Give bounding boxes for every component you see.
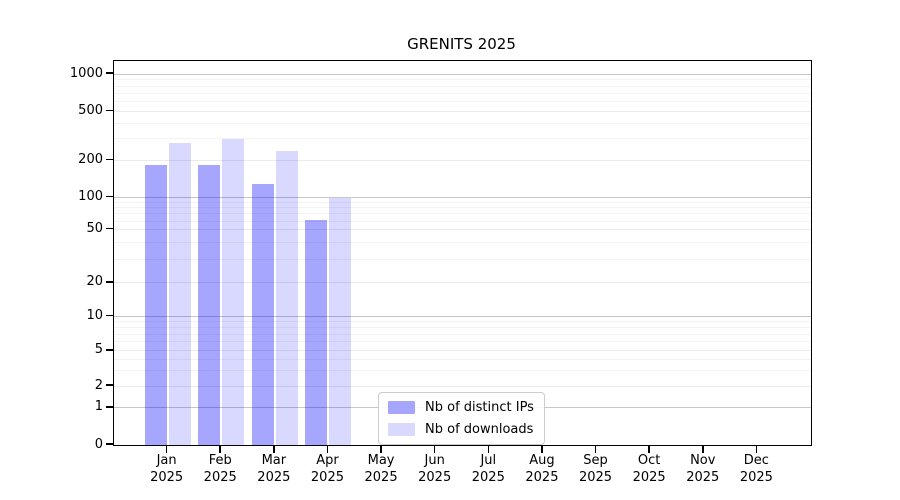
major-gridline	[114, 159, 811, 161]
x-axis-tick-label: Nov 2025	[686, 453, 720, 485]
x-tick-mark	[219, 446, 221, 453]
bar-distinct-ips	[251, 183, 274, 445]
y-tick-mark	[106, 443, 113, 445]
major-gridline	[114, 282, 811, 284]
x-tick-mark	[487, 446, 490, 453]
y-tick-mark	[106, 72, 113, 74]
x-axis-tick-label: Oct 2025	[632, 453, 666, 485]
y-tick-mark	[106, 406, 113, 408]
legend-swatch	[388, 423, 415, 436]
y-axis-tick-label: 50	[86, 220, 103, 236]
minor-gridline	[114, 201, 811, 203]
bar-downloads	[329, 197, 352, 445]
y-tick-mark	[106, 281, 113, 283]
legend-label: Nb of distinct IPs	[425, 400, 534, 415]
plot-canvas	[114, 61, 811, 445]
plot-area	[113, 60, 812, 446]
bar-downloads	[275, 150, 298, 445]
minor-gridline	[114, 258, 811, 260]
minor-gridline	[114, 242, 811, 244]
major-gridline	[114, 228, 811, 230]
legend-item: Nb of distinct IPs	[388, 398, 534, 417]
y-axis-tick-label: 2	[94, 377, 103, 393]
minor-gridline	[114, 327, 811, 329]
minor-gridline	[114, 92, 811, 94]
x-tick-mark	[326, 446, 329, 453]
y-axis-tick-label: 500	[78, 102, 103, 118]
legend: Nb of distinct IPs Nb of downloads	[378, 392, 545, 445]
x-axis-tick-label: Jan 2025	[150, 453, 184, 485]
legend-swatch	[388, 401, 415, 414]
minor-gridline	[114, 321, 811, 323]
decade-gridline	[114, 73, 811, 75]
bar-distinct-ips	[305, 219, 328, 445]
minor-gridline	[114, 220, 811, 222]
x-tick-mark	[165, 446, 168, 453]
minor-gridline	[114, 122, 811, 124]
x-tick-mark	[433, 446, 436, 453]
x-tick-mark	[380, 446, 382, 453]
x-axis-tick-label: Jul 2025	[471, 453, 505, 485]
minor-gridline	[114, 213, 811, 215]
y-axis-tick-label: 1000	[69, 65, 103, 81]
y-tick-mark	[106, 227, 113, 230]
y-tick-mark	[106, 158, 113, 161]
decade-gridline	[114, 197, 811, 198]
y-tick-mark	[106, 384, 113, 386]
bar-distinct-ips	[144, 164, 167, 445]
bar-downloads	[168, 142, 191, 445]
y-axis-tick-label: 10	[86, 308, 103, 323]
major-gridline	[114, 385, 811, 387]
minor-gridline	[114, 333, 811, 335]
y-axis-tick-label: 5	[94, 342, 103, 358]
y-tick-mark	[106, 195, 113, 198]
minor-gridline	[114, 101, 811, 103]
major-gridline	[114, 350, 811, 352]
chart-title: GRENITS 2025	[407, 35, 516, 53]
x-axis-tick-label: Sep 2025	[578, 453, 613, 485]
x-tick-mark	[648, 446, 650, 453]
minor-gridline	[114, 341, 811, 343]
y-axis-tick-label: 20	[86, 274, 103, 290]
x-axis-tick-label: Apr 2025	[310, 453, 344, 485]
major-gridline	[114, 110, 811, 112]
y-tick-mark	[106, 314, 113, 317]
x-axis-tick-label: Aug 2025	[525, 453, 559, 485]
y-tick-mark	[106, 349, 113, 351]
y-axis-tick-label: 0	[94, 436, 103, 452]
minor-gridline	[114, 138, 811, 140]
bar-downloads	[222, 138, 245, 445]
x-axis-tick-label: Jun 2025	[418, 453, 452, 485]
x-axis-tick-label: May 2025	[364, 453, 398, 485]
minor-gridline	[114, 359, 811, 361]
x-tick-mark	[594, 446, 597, 453]
minor-gridline	[114, 85, 811, 87]
x-axis-tick-label: Feb 2025	[203, 453, 237, 485]
legend-item: Nb of downloads	[388, 420, 534, 439]
decade-gridline	[114, 316, 811, 317]
minor-gridline	[114, 79, 811, 81]
x-axis-tick-label: Mar 2025	[257, 453, 291, 485]
legend-label: Nb of downloads	[425, 422, 534, 437]
minor-gridline	[114, 207, 811, 209]
y-axis-tick-label: 200	[78, 151, 103, 167]
x-tick-mark	[541, 446, 543, 453]
bar-distinct-ips	[198, 164, 221, 445]
y-axis-tick-label: 100	[78, 189, 103, 204]
x-tick-mark	[273, 446, 275, 453]
y-axis-tick-label: 1	[94, 399, 103, 415]
y-tick-mark	[106, 109, 113, 112]
x-tick-mark	[755, 446, 758, 453]
x-axis-tick-label: Dec 2025	[739, 453, 773, 485]
x-tick-mark	[702, 446, 704, 453]
minor-gridline	[114, 370, 811, 372]
